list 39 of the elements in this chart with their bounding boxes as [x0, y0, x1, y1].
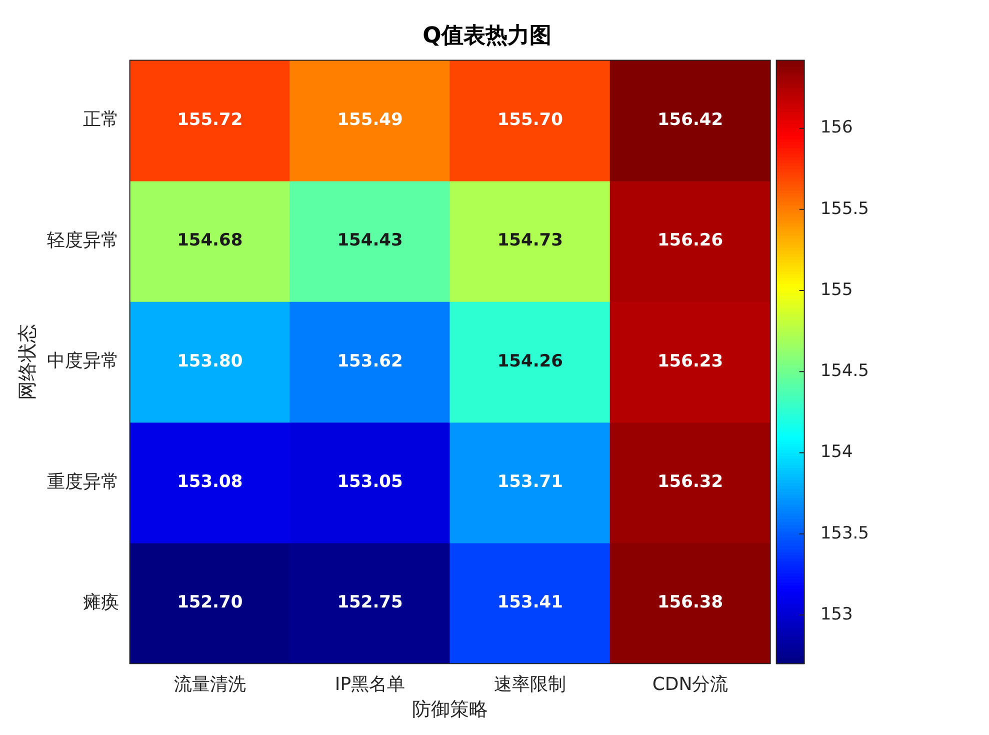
data-label: 153.08 [177, 472, 243, 492]
y-tick-label: 瘫痪 [82, 592, 119, 613]
data-label: 155.72 [177, 110, 243, 130]
data-label: 156.26 [657, 230, 724, 251]
color-bar-label: 154.5 [820, 361, 870, 382]
y-axis-title: 网络状态 [16, 324, 38, 400]
y-tick-label: 中度异常 [46, 350, 119, 372]
data-label: 154.68 [177, 230, 243, 251]
data-label: 153.05 [337, 472, 403, 492]
data-label: 153.62 [337, 351, 403, 372]
data-label: 152.70 [177, 592, 243, 613]
y-tick-label: 重度异常 [46, 471, 119, 492]
data-label: 153.41 [497, 592, 563, 613]
data-label: 154.73 [497, 230, 563, 251]
data-label: 154.43 [337, 230, 403, 251]
color-bar-label: 155.5 [820, 198, 870, 219]
y-tick-label: 轻度异常 [46, 230, 119, 251]
color-bar-label: 153 [820, 604, 853, 624]
x-tick-label: IP黑名单 [334, 674, 406, 696]
data-label: 154.26 [497, 351, 563, 372]
data-label: 156.32 [657, 472, 724, 492]
x-tick-label: 流量清洗 [174, 674, 246, 696]
data-label: 156.42 [657, 110, 724, 130]
data-label: 155.70 [497, 110, 564, 130]
data-label: 156.23 [657, 351, 724, 372]
y-tick-label: 正常 [82, 109, 119, 130]
data-label: 153.71 [497, 472, 563, 492]
x-tick-label: CDN分流 [652, 674, 728, 696]
color-bar-label: 156 [820, 118, 853, 138]
x-axis-title: 防御策略 [412, 698, 488, 721]
data-label: 153.80 [177, 351, 243, 372]
color-bar-label: 155 [820, 280, 853, 300]
data-label: 152.75 [337, 592, 403, 613]
chart-title: Q值表热力图 [422, 24, 552, 49]
color-bar-label: 153.5 [820, 523, 870, 544]
data-label: 156.38 [657, 592, 724, 613]
data-label: 155.49 [337, 110, 403, 130]
color-bar-label: 154 [820, 442, 853, 462]
x-tick-label: 速率限制 [494, 674, 566, 696]
